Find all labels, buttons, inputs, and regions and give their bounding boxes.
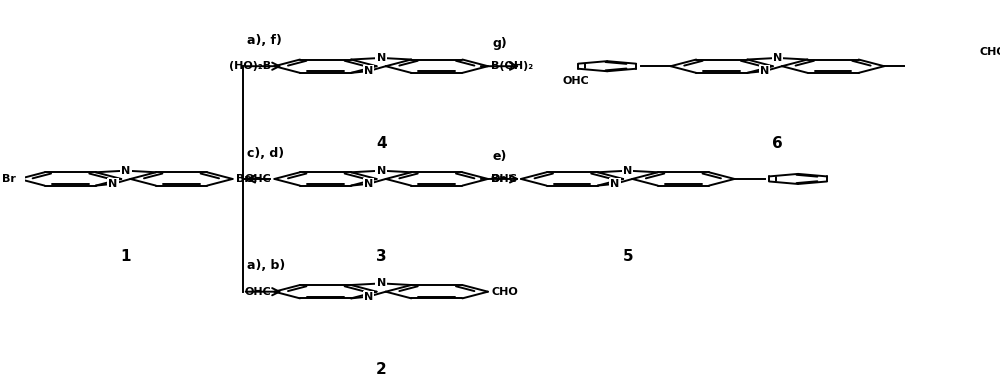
Text: N: N <box>760 66 769 76</box>
Text: B(OH)₂: B(OH)₂ <box>491 61 534 71</box>
Text: 5: 5 <box>622 249 633 264</box>
Text: N: N <box>623 166 632 176</box>
Text: N: N <box>610 179 620 189</box>
Text: Br: Br <box>491 174 505 184</box>
Text: 3: 3 <box>376 249 387 264</box>
Text: (HO)₂B: (HO)₂B <box>229 61 271 71</box>
Text: N: N <box>377 279 386 288</box>
Text: e): e) <box>493 150 507 163</box>
Text: a), f): a), f) <box>247 34 282 47</box>
Text: a), b): a), b) <box>247 259 286 272</box>
Text: OHC: OHC <box>244 174 271 184</box>
Text: OHC: OHC <box>491 174 517 184</box>
Text: N: N <box>773 53 782 63</box>
Text: N: N <box>108 179 118 189</box>
Text: CHO: CHO <box>491 287 518 297</box>
Text: Br: Br <box>236 174 250 184</box>
Text: N: N <box>364 179 373 189</box>
Text: N: N <box>364 66 373 76</box>
Text: N: N <box>377 53 386 63</box>
Text: Br: Br <box>2 174 16 184</box>
Text: c), d): c), d) <box>247 147 284 159</box>
Text: N: N <box>377 166 386 176</box>
Text: OHC: OHC <box>244 287 271 297</box>
Text: g): g) <box>493 37 507 51</box>
Text: N: N <box>364 292 373 302</box>
Text: 2: 2 <box>376 362 387 377</box>
Text: 6: 6 <box>772 136 783 151</box>
Text: CHO: CHO <box>979 47 1000 57</box>
Text: N: N <box>121 166 130 176</box>
Text: 1: 1 <box>121 249 131 264</box>
Text: 4: 4 <box>376 136 387 151</box>
Text: OHC: OHC <box>562 76 589 86</box>
